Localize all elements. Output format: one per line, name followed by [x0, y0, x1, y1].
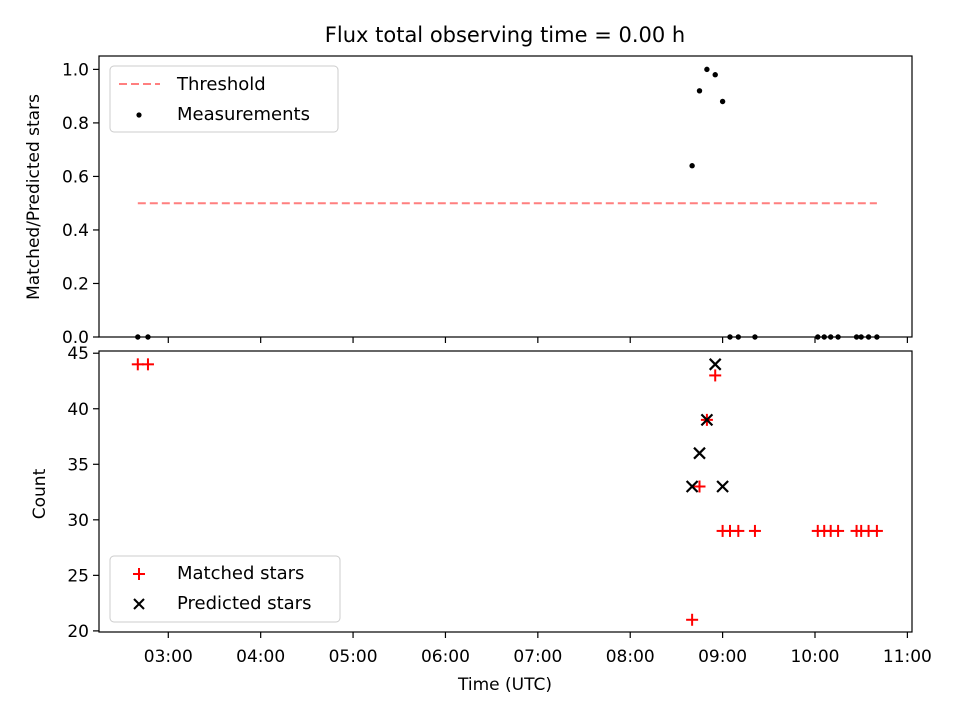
x-tick-label: 05:00: [329, 647, 378, 667]
top-y-tick-label: 0.0: [62, 328, 89, 348]
bottom-y-axis-label: Count: [30, 468, 50, 519]
bottom-y-tick-label: 40: [67, 400, 89, 420]
predicted-star-point: [693, 446, 706, 460]
matched-star-point: [870, 524, 883, 537]
bottom-panel: Count Time (UTC) 20 25 30 35 40 45 03:00 04:00 0…: [30, 344, 932, 695]
x-tick-label: 03:00: [144, 647, 193, 667]
chart-title: Flux total observing time = 0.00 h: [325, 23, 685, 47]
predicted-star-point: [708, 358, 722, 371]
x-tick-label: 11:00: [883, 647, 932, 667]
bottom-plot-marks: [131, 358, 883, 626]
legend-threshold-label: Threshold: [176, 74, 266, 95]
predicted-star-point: [700, 413, 714, 427]
bottom-y-tick-label: 45: [67, 344, 89, 364]
x-tick-label: 09:00: [698, 647, 747, 667]
bottom-legend: Matched stars Predicted stars: [109, 555, 341, 623]
top-y-tick-label: 0.4: [62, 221, 89, 241]
bottom-legend-box: [109, 555, 341, 623]
top-axes-frame: [98, 55, 913, 338]
x-axis-label: Time (UTC): [457, 675, 552, 695]
legend-predicted-label: Predicted stars: [177, 593, 311, 614]
matched-star-point: [732, 524, 745, 537]
legend-measurements-label: Measurements: [177, 104, 310, 125]
top-legend: Threshold Measurements: [109, 65, 339, 133]
matched-star-point: [709, 369, 722, 382]
bottom-y-tick-label: 30: [67, 511, 89, 531]
bottom-y-tick-label: 35: [67, 455, 89, 475]
legend-matched-swatch: [133, 568, 145, 580]
x-tick-label: 10:00: [790, 647, 839, 667]
measurement-point: [689, 163, 695, 169]
matched-star-point: [141, 358, 154, 371]
legend-measurements-swatch: [136, 112, 142, 118]
predicted-star-point: [685, 480, 699, 493]
legend-predicted-swatch: [133, 598, 145, 610]
bottom-axes-frame: [98, 350, 913, 633]
top-y-tick-label: 1.0: [62, 60, 89, 80]
bottom-y-tick-label: 25: [67, 566, 89, 586]
top-legend-box: [109, 65, 339, 133]
matched-star-point: [693, 480, 706, 493]
measurement-point: [696, 88, 703, 94]
x-tick-label: 07:00: [513, 647, 562, 667]
matched-star-point: [131, 358, 144, 371]
top-axis-ticks: 0.0 0.2 0.4 0.6 0.8 1.0: [62, 60, 908, 348]
predicted-star-point: [716, 480, 729, 493]
matched-star-point: [686, 613, 699, 626]
top-y-axis-label: Matched/Predicted stars: [24, 94, 44, 300]
bottom-y-tick-label: 20: [67, 622, 89, 642]
x-tick-label: 08:00: [606, 647, 655, 667]
matched-star-point: [832, 524, 845, 537]
top-y-tick-label: 0.6: [62, 167, 89, 187]
matched-star-point: [748, 524, 761, 537]
measurement-point: [704, 66, 710, 73]
top-panel: Flux total observing time = 0.00 h Match…: [24, 23, 913, 348]
legend-matched-label: Matched stars: [177, 563, 304, 584]
measurement-point: [719, 98, 726, 105]
measurement-point: [712, 72, 718, 78]
x-tick-label: 06:00: [421, 647, 470, 667]
top-y-tick-label: 0.2: [62, 274, 89, 294]
bottom-axis-ticks: 20 25 30 35 40 45 03:00 04:00 05:00 06:00 07:00 08:…: [67, 344, 932, 667]
x-tick-label: 04:00: [236, 647, 285, 667]
top-y-tick-label: 0.8: [62, 114, 89, 134]
